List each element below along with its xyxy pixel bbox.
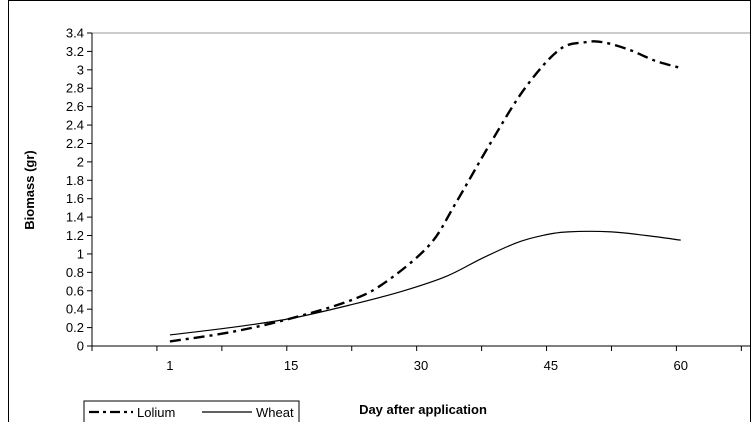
y-tick-label: 3.4 — [66, 26, 84, 41]
y-tick-label: 2 — [77, 154, 84, 169]
x-tick-label: 60 — [674, 358, 688, 373]
y-axis-title: Biomass (gr) — [22, 150, 37, 229]
y-tick-label: 2.2 — [66, 136, 84, 151]
y-tick-label: 3 — [77, 62, 84, 77]
y-tick-label: 2.8 — [66, 81, 84, 96]
y-tick-label: 2.6 — [66, 99, 84, 114]
series-line-lolium — [169, 40, 682, 343]
x-tick-label: 1 — [166, 358, 173, 373]
series-line-wheat — [169, 230, 681, 336]
y-tick-label: 1.6 — [66, 191, 84, 206]
legend-label-wheat: Wheat — [256, 405, 294, 420]
x-tick-label: 30 — [414, 358, 428, 373]
y-tick-label: 0 — [77, 339, 84, 354]
x-tick-label: 15 — [284, 358, 298, 373]
y-tick-label: 0.6 — [66, 283, 84, 298]
y-tick-label: 1.2 — [66, 228, 84, 243]
y-tick-label: 0.8 — [66, 265, 84, 280]
y-tick-label: 1.8 — [66, 173, 84, 188]
legend: Lolium Wheat — [83, 400, 300, 427]
chart-border — [8, 0, 751, 427]
x-tick-label: 45 — [544, 358, 558, 373]
y-tick-label: 3.2 — [66, 44, 84, 59]
y-tick-label: 1 — [77, 246, 84, 261]
legend-label-lolium: Lolium — [137, 405, 175, 420]
y-tick-label: 0.2 — [66, 320, 84, 335]
y-tick-label: 1.4 — [66, 210, 84, 225]
y-tick-label: 0.4 — [66, 302, 84, 317]
y-tick-label: 2.4 — [66, 118, 84, 133]
x-axis-title: Day after application — [359, 402, 487, 417]
